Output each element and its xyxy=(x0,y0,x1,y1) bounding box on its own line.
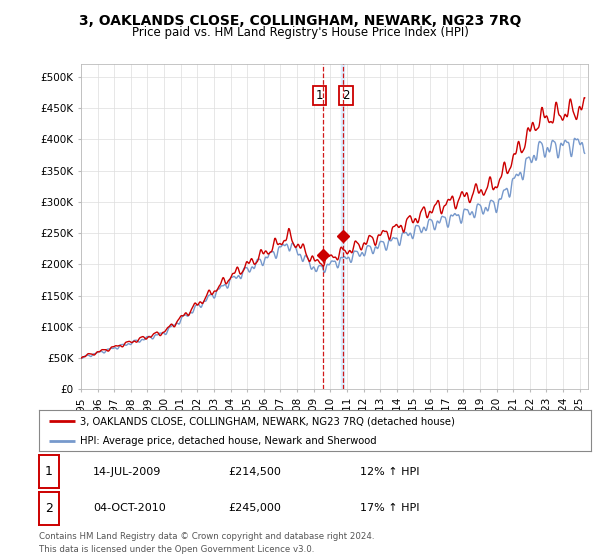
Text: 3, OAKLANDS CLOSE, COLLINGHAM, NEWARK, NG23 7RQ (detached house): 3, OAKLANDS CLOSE, COLLINGHAM, NEWARK, N… xyxy=(80,417,455,426)
Text: 2: 2 xyxy=(45,502,53,515)
Text: £214,500: £214,500 xyxy=(228,466,281,477)
Text: 1: 1 xyxy=(45,465,53,478)
Text: 2: 2 xyxy=(342,89,350,102)
Text: 1: 1 xyxy=(316,89,323,102)
Text: £245,000: £245,000 xyxy=(228,503,281,514)
Text: 04-OCT-2010: 04-OCT-2010 xyxy=(93,503,166,514)
Text: 3, OAKLANDS CLOSE, COLLINGHAM, NEWARK, NG23 7RQ: 3, OAKLANDS CLOSE, COLLINGHAM, NEWARK, N… xyxy=(79,14,521,28)
Text: 14-JUL-2009: 14-JUL-2009 xyxy=(93,466,161,477)
Text: 17% ↑ HPI: 17% ↑ HPI xyxy=(360,503,419,514)
Bar xyxy=(341,64,344,389)
Text: 12% ↑ HPI: 12% ↑ HPI xyxy=(360,466,419,477)
Text: HPI: Average price, detached house, Newark and Sherwood: HPI: Average price, detached house, Newa… xyxy=(80,436,377,446)
Text: Price paid vs. HM Land Registry's House Price Index (HPI): Price paid vs. HM Land Registry's House … xyxy=(131,26,469,39)
Text: Contains HM Land Registry data © Crown copyright and database right 2024.
This d: Contains HM Land Registry data © Crown c… xyxy=(39,532,374,553)
